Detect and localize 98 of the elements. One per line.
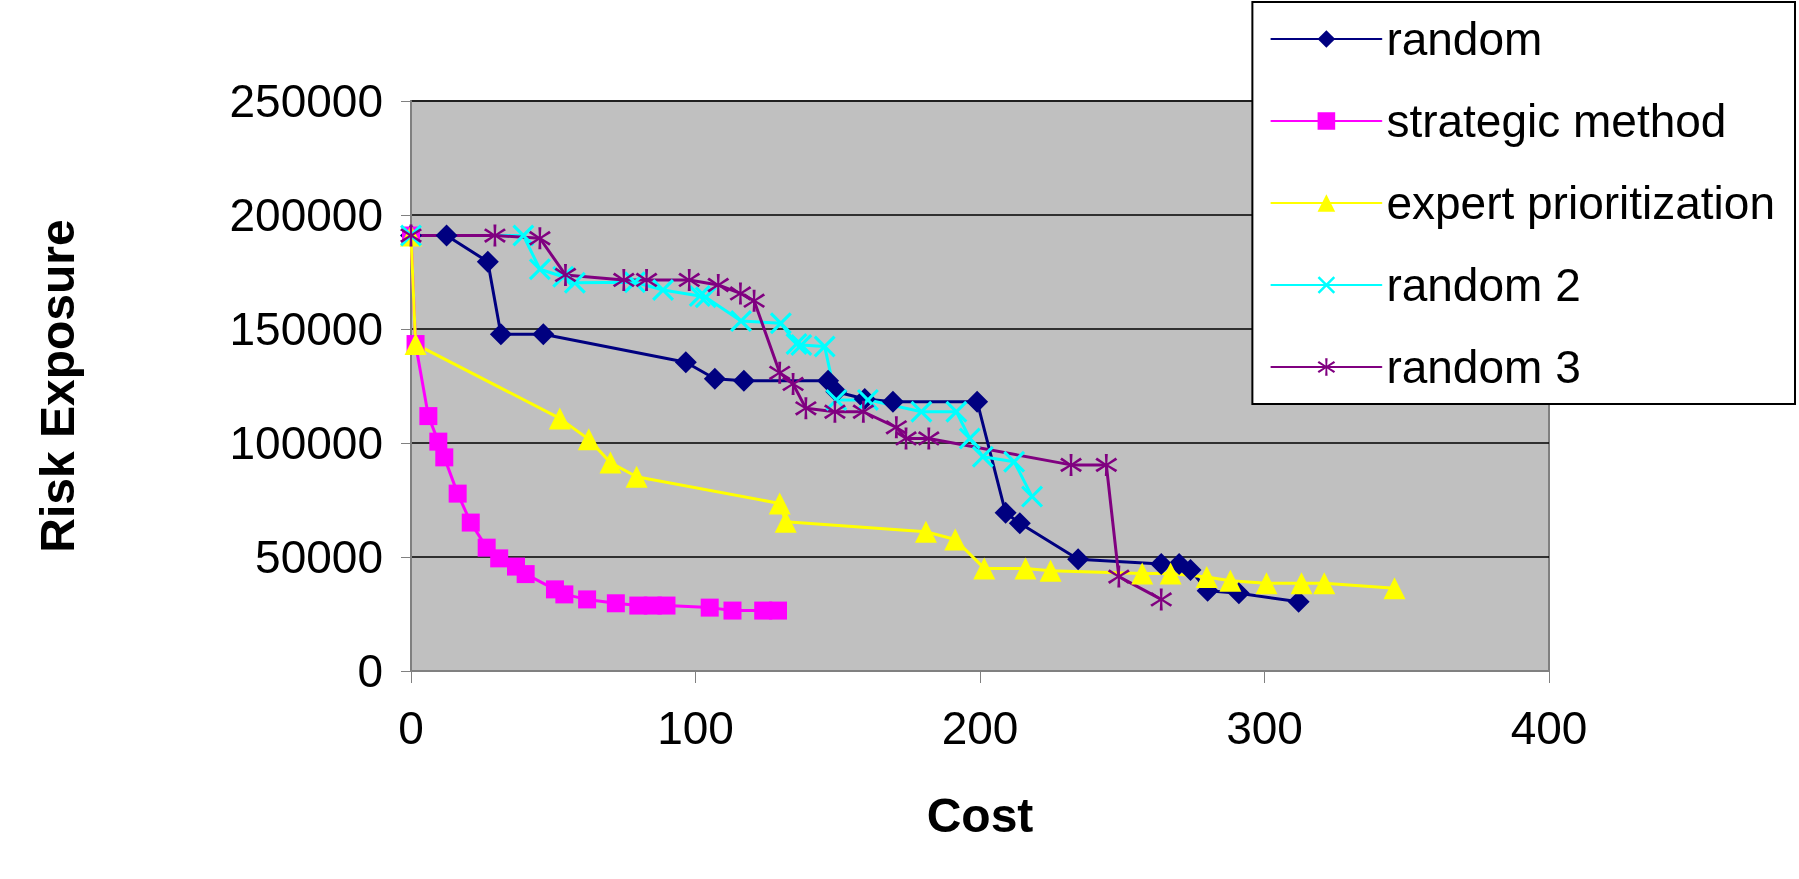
point: [707, 274, 730, 296]
point: [528, 227, 551, 250]
point: [945, 400, 968, 423]
y-tick-label: 200000: [229, 189, 383, 241]
point: [852, 400, 875, 423]
point: [612, 268, 635, 291]
point: [476, 250, 499, 273]
point: [489, 323, 512, 346]
y-axis-title: Risk Exposure: [30, 219, 84, 553]
point: [606, 594, 625, 613]
point: [528, 258, 551, 281]
point: [461, 513, 480, 532]
point: [1060, 453, 1083, 476]
point: [768, 492, 791, 515]
point: [1150, 553, 1173, 576]
point: [1383, 577, 1406, 600]
point: [1219, 569, 1242, 592]
point: [910, 400, 933, 423]
point: [790, 333, 813, 356]
x-tick-label: 100: [657, 702, 734, 754]
point: [958, 427, 981, 450]
point: [769, 601, 788, 620]
x-tick-label: 300: [1226, 702, 1303, 754]
point: [881, 390, 904, 413]
point: [782, 372, 805, 395]
point: [1179, 559, 1202, 581]
x-tick-label: 200: [941, 702, 1019, 754]
point: [703, 367, 726, 390]
point: [678, 268, 701, 291]
point: [743, 289, 766, 312]
y-tick-label: 250000: [229, 75, 383, 127]
point: [1107, 565, 1130, 588]
point: [1095, 453, 1118, 476]
point: [435, 224, 458, 247]
point: [768, 361, 791, 384]
point: [1067, 548, 1090, 571]
y-tick-label: 150000: [229, 303, 383, 355]
legend-label: random 2: [1386, 259, 1581, 311]
y-tick-label: 0: [357, 645, 383, 697]
point: [1150, 588, 1173, 611]
point: [483, 224, 506, 247]
point: [885, 416, 908, 439]
point: [729, 282, 752, 305]
point: [1290, 572, 1313, 595]
point: [966, 390, 989, 413]
point: [700, 598, 719, 617]
x-tick-label: 400: [1510, 702, 1588, 754]
point: [548, 407, 571, 430]
x-axis-title: Cost: [926, 788, 1034, 842]
point: [652, 279, 675, 302]
point: [674, 351, 697, 374]
point: [1195, 566, 1218, 589]
point: [823, 400, 846, 423]
point: [817, 369, 840, 392]
point: [599, 451, 622, 474]
point: [625, 465, 648, 488]
point: [794, 397, 817, 420]
point: [555, 585, 574, 604]
point: [512, 224, 535, 247]
point: [578, 590, 597, 609]
point: [895, 427, 918, 450]
point: [516, 565, 535, 584]
point: [657, 596, 676, 615]
point: [730, 310, 753, 333]
point: [1021, 485, 1044, 508]
point: [1255, 572, 1278, 595]
legend-label: random 3: [1386, 341, 1581, 393]
point: [419, 407, 438, 426]
legend-label: strategic method: [1386, 95, 1727, 147]
point: [1039, 559, 1062, 582]
point: [944, 528, 967, 551]
point: [914, 520, 937, 543]
point: [971, 445, 994, 468]
y-tick-label: 100000: [229, 417, 383, 469]
legend-label: random: [1386, 13, 1543, 65]
point: [973, 557, 996, 580]
point: [1313, 572, 1336, 595]
point: [435, 448, 454, 467]
point: [994, 501, 1017, 524]
point: [1131, 562, 1154, 585]
point: [917, 427, 940, 450]
point: [694, 286, 717, 309]
point: [635, 268, 658, 291]
point: [732, 369, 755, 392]
point: [723, 601, 742, 620]
point: [1159, 562, 1182, 585]
point: [769, 312, 792, 335]
point: [1003, 450, 1026, 473]
point: [490, 549, 509, 568]
legend-label: expert prioritization: [1386, 177, 1776, 229]
point: [1008, 512, 1031, 535]
point: [448, 484, 467, 503]
y-tick-label: 50000: [255, 531, 383, 583]
point: [577, 428, 600, 451]
point: [1014, 557, 1037, 580]
x-tick-label: 0: [398, 702, 424, 754]
point: [813, 335, 836, 358]
point: [532, 323, 555, 346]
